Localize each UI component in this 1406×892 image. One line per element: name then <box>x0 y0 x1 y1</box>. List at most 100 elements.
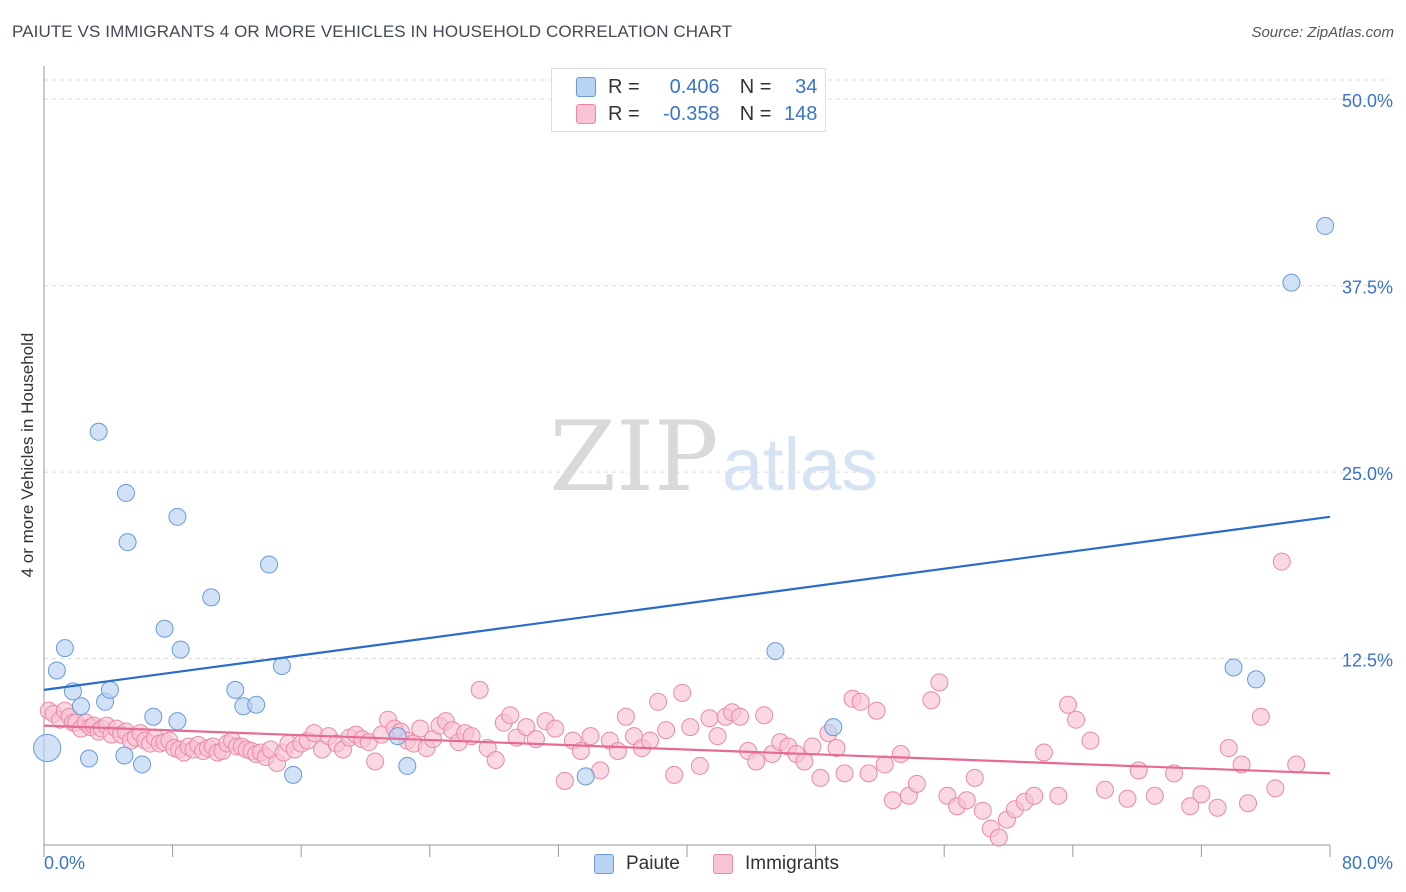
immigrant-point <box>1034 743 1053 762</box>
paiute-points <box>33 216 1335 786</box>
tick-labels: 12.5% 25.0% 37.5% 50.0% 0.0% 80.0% <box>44 91 1393 873</box>
immigrant-point <box>1208 798 1227 817</box>
immigrant-point <box>1145 786 1164 805</box>
paiute-point <box>272 656 291 675</box>
paiute-point <box>171 640 190 659</box>
legend-n-value: 34 <box>795 75 818 98</box>
paiute-point <box>260 555 279 574</box>
paiute-point <box>247 695 266 714</box>
paiute-trend-line <box>43 515 1331 691</box>
immigrant-point <box>1081 731 1100 750</box>
immigrant-point <box>731 707 750 726</box>
x-tick-label: 80.0% <box>1342 853 1393 873</box>
immigrant-point <box>1192 785 1211 804</box>
immigrant-point <box>641 731 660 750</box>
paiute-point <box>116 483 135 502</box>
paiute-point <box>33 733 62 763</box>
immigrant-point <box>1251 707 1270 726</box>
paiute-point <box>47 661 66 680</box>
immigrant-point <box>1181 797 1200 816</box>
immigrant-point <box>1239 794 1258 813</box>
immigrant-point <box>747 752 766 771</box>
immigrant-point <box>811 768 830 787</box>
immigrant-point <box>930 673 949 692</box>
y-tick-label: 37.5% <box>1342 278 1393 298</box>
paiute-point <box>284 765 303 784</box>
immigrant-point <box>867 701 886 720</box>
legend-series-name: Immigrants <box>745 853 839 874</box>
immigrant-point <box>965 768 984 787</box>
immigrant-point <box>875 755 894 774</box>
chart-title: PAIUTE VS IMMIGRANTS 4 OR MORE VEHICLES … <box>12 22 733 41</box>
paiute-point <box>71 697 90 716</box>
immigrant-point <box>517 718 536 737</box>
immigrant-point <box>673 683 692 702</box>
immigrant-point <box>989 828 1008 847</box>
legend-n-label: N = <box>739 102 772 125</box>
y-tick-label: 12.5% <box>1342 651 1393 671</box>
paiute-point <box>168 712 187 731</box>
immigrant-point <box>1165 764 1184 783</box>
immigrant-point <box>922 691 941 710</box>
immigrant-point <box>700 709 719 728</box>
grid-lines <box>44 79 1390 660</box>
immigrant-point <box>803 737 822 756</box>
immigrant-point <box>608 742 627 761</box>
paiute-point <box>100 680 119 699</box>
immigrant-point <box>1118 789 1137 808</box>
paiute-point <box>133 755 152 774</box>
legend-r-value: -0.358 <box>662 102 720 125</box>
immigrant-point <box>486 750 505 769</box>
immigrant-point <box>973 801 992 820</box>
immigrant-point <box>859 764 878 783</box>
immigrant-point <box>708 727 727 746</box>
legend-r-label: R = <box>608 75 640 98</box>
legend-n-label: N = <box>739 75 772 98</box>
immigrant-point <box>501 706 520 725</box>
immigrant-point <box>616 707 635 726</box>
immigrant-point <box>690 756 709 775</box>
paiute-point <box>1316 216 1335 235</box>
immigrant-point <box>555 771 574 790</box>
paiute-point <box>202 588 221 607</box>
immigrant-point <box>1049 786 1068 805</box>
y-tick-label: 50.0% <box>1342 91 1393 111</box>
immigrant-point <box>681 718 700 737</box>
immigrants-swatch <box>576 104 596 124</box>
paiute-point <box>80 749 99 768</box>
immigrant-point <box>305 724 324 743</box>
bottom-legend-paiute: Paiute <box>594 852 680 876</box>
immigrant-point <box>1219 739 1238 758</box>
paiute-point <box>144 707 163 726</box>
paiute-point <box>1247 670 1266 689</box>
paiute-point <box>824 718 843 737</box>
immigrant-point <box>1129 761 1148 780</box>
immigrant-point <box>470 680 489 699</box>
immigrant-point <box>1232 755 1251 774</box>
paiute-point <box>1282 273 1301 292</box>
paiute-point <box>226 680 245 699</box>
immigrant-point <box>1025 786 1044 805</box>
immigrant-point <box>1058 695 1077 714</box>
y-tick-label: 25.0% <box>1342 464 1393 484</box>
immigrant-point <box>1095 780 1114 799</box>
immigrant-point <box>1287 755 1306 774</box>
paiute-point <box>115 746 134 765</box>
paiute-swatch <box>594 854 614 874</box>
paiute-point <box>576 767 595 786</box>
immigrant-point <box>411 719 430 738</box>
watermark-zip: ZIP <box>549 401 718 513</box>
source-label: Source: ZipAtlas.com <box>1251 24 1394 41</box>
immigrant-point <box>581 727 600 746</box>
paiute-swatch <box>576 77 596 97</box>
immigrants-trend-line <box>43 724 1331 775</box>
immigrant-point <box>546 719 565 738</box>
immigrant-point <box>883 791 902 810</box>
bottom-legend-immigrants: Immigrants <box>713 852 839 876</box>
legend-r-value: 0.406 <box>669 75 720 98</box>
legend-r-label: R = <box>608 102 640 125</box>
immigrant-point <box>851 692 870 711</box>
paiute-point <box>155 619 174 638</box>
immigrants-swatch <box>713 854 733 874</box>
